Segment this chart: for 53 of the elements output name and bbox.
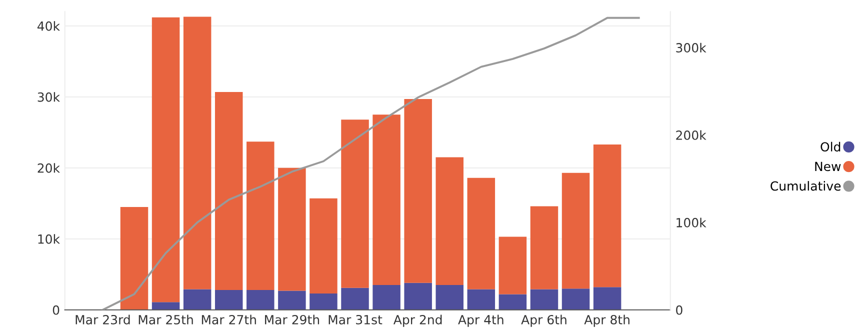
y-tick-label: 40k	[37, 21, 60, 31]
bar	[562, 172, 590, 289]
bar	[183, 16, 212, 290]
bar	[341, 120, 369, 288]
bar	[214, 290, 243, 310]
bar	[404, 99, 432, 283]
x-tick-label: Apr 2nd	[393, 314, 442, 327]
legend-label: New	[815, 162, 841, 172]
y2-tick-label: 0	[676, 305, 682, 315]
y-tick-label: 20k	[38, 163, 60, 173]
x-tick-label: Mar 29th	[265, 314, 320, 324]
bar	[152, 17, 180, 302]
bar	[152, 302, 180, 310]
bar	[404, 282, 432, 310]
x-tick-label: Apr 8th	[584, 314, 630, 327]
legend-label: Cumulative	[770, 181, 841, 191]
bar	[214, 92, 243, 290]
x-tick-label: Apr 4th	[458, 314, 504, 327]
bar	[530, 289, 558, 310]
y2-tick-label: 300k	[676, 42, 706, 52]
bar	[562, 288, 590, 310]
bar	[436, 157, 464, 286]
bar	[436, 285, 464, 310]
x-tick-label: Mar 27th	[202, 314, 256, 324]
x-tick-label: Apr 6th	[521, 314, 566, 327]
bar	[372, 114, 400, 286]
bar	[278, 168, 306, 291]
legend-label: Old	[820, 142, 840, 152]
bar	[246, 290, 274, 310]
bar	[593, 287, 622, 310]
y-tick-label: 30k	[38, 92, 60, 102]
bar	[246, 142, 274, 290]
bar	[372, 285, 400, 310]
x-tick-label: Mar 25th	[138, 314, 193, 324]
y-tick-label: 10k	[38, 234, 60, 244]
bar	[278, 290, 306, 310]
bar	[530, 206, 558, 290]
x-tick-label: Mar 23rd	[76, 314, 130, 324]
bar	[467, 289, 496, 310]
y-tick-label: 0	[52, 305, 60, 315]
bar	[310, 294, 338, 310]
bar	[498, 236, 527, 294]
bar	[341, 288, 369, 310]
x-tick-label: Mar 31st	[328, 314, 382, 324]
line-series	[102, 16, 640, 310]
bar	[310, 198, 338, 294]
bar	[183, 289, 212, 310]
bar	[593, 144, 622, 288]
bar	[467, 178, 496, 290]
bar	[498, 294, 527, 310]
y2-tick-label: 100k	[676, 218, 706, 228]
bar	[120, 206, 148, 310]
y2-tick-label: 200k	[676, 130, 706, 140]
